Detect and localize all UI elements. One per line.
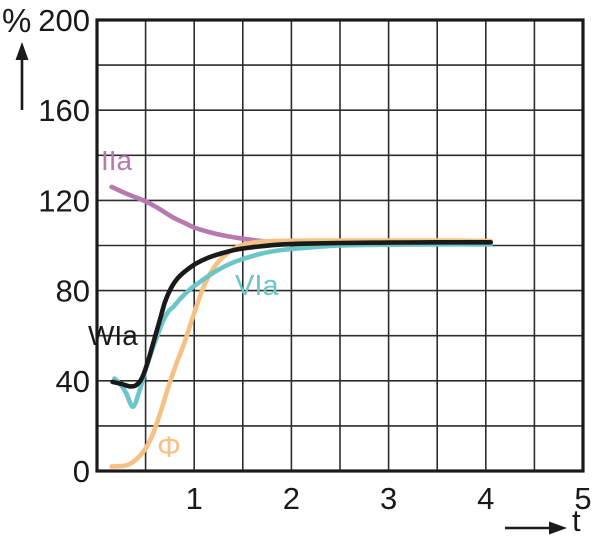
- curve-via: [112, 242, 493, 409]
- curve-label-via: VIa: [235, 270, 279, 302]
- curve-label-iia: IIa: [101, 145, 133, 176]
- up-arrow-icon: [15, 42, 29, 110]
- x-tick-label: 4: [477, 481, 494, 516]
- x-tick-label: 1: [186, 481, 203, 516]
- right-arrow-icon: [505, 521, 567, 535]
- y-tick-label: 120: [38, 183, 90, 218]
- x-tick-label: 3: [380, 481, 397, 516]
- curve-iia: [109, 184, 493, 247]
- curve-phi: [109, 238, 493, 469]
- y-tick-label: 0: [73, 454, 90, 489]
- curve-label-wia: WIa: [88, 320, 138, 351]
- x-axis-label: t: [572, 503, 581, 538]
- y-tick-label: 40: [56, 364, 90, 399]
- curve-wia: [110, 239, 493, 389]
- y-axis-unit-label: %: [2, 2, 32, 39]
- x-tick-label: 5: [574, 481, 591, 516]
- y-tick-label: 80: [56, 274, 90, 309]
- curve-label-phi: Φ: [157, 431, 181, 464]
- y-tick-label: 200: [38, 3, 90, 38]
- plot-frame: [95, 18, 585, 473]
- y-tick-label: 160: [38, 93, 90, 128]
- x-tick-label: 2: [283, 481, 300, 516]
